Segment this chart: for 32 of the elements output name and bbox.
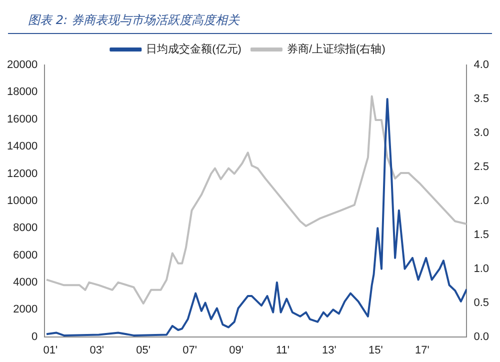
- y-tick-label: 12000: [6, 168, 38, 180]
- y2-tick-label: 1.0: [474, 262, 490, 275]
- y2-tick-label: 2.5: [474, 160, 490, 173]
- y2-tick-label: 2.0: [474, 194, 490, 207]
- x-tick-label: 05': [136, 344, 151, 356]
- y-tick-label: 2000: [13, 304, 38, 316]
- y-tick-label: 8000: [13, 222, 38, 234]
- y-tick-label: 0: [31, 330, 38, 343]
- y2-tick-label: 3.5: [474, 93, 490, 106]
- y2-tick-label: 1.5: [474, 228, 490, 241]
- y-tick-label: 14000: [6, 140, 38, 153]
- chart-title: 图表 2: 券商表现与市场活跃度高度相关: [8, 12, 492, 34]
- x-tick-label: 17': [415, 344, 430, 356]
- y2-tick-label: 0.5: [474, 296, 490, 309]
- x-tick-label: 01': [43, 344, 58, 356]
- x-tick-label: 07': [182, 344, 197, 356]
- x-tick-label: 15': [368, 344, 383, 356]
- y-tick-label: 6000: [13, 249, 38, 262]
- x-tick-label: 09': [229, 344, 244, 356]
- legend-label: 日均成交金额(亿元): [146, 42, 242, 56]
- y-tick-label: 16000: [6, 113, 38, 126]
- y-tick-label: 10000: [6, 194, 38, 207]
- y-tick-label: 20000: [6, 59, 38, 72]
- x-tick-label: 03': [90, 344, 104, 356]
- x-tick-label: 11': [276, 344, 290, 356]
- y-tick-label: 4000: [13, 276, 38, 288]
- y-tick-label: 18000: [6, 86, 38, 98]
- y2-tick-label: 3.0: [474, 126, 490, 139]
- y2-tick-label: 0.0: [474, 330, 490, 343]
- y2-tick-label: 4.0: [474, 59, 490, 72]
- legend-label: 券商/上证综指(右轴): [286, 42, 386, 56]
- x-tick-label: 13': [322, 344, 336, 356]
